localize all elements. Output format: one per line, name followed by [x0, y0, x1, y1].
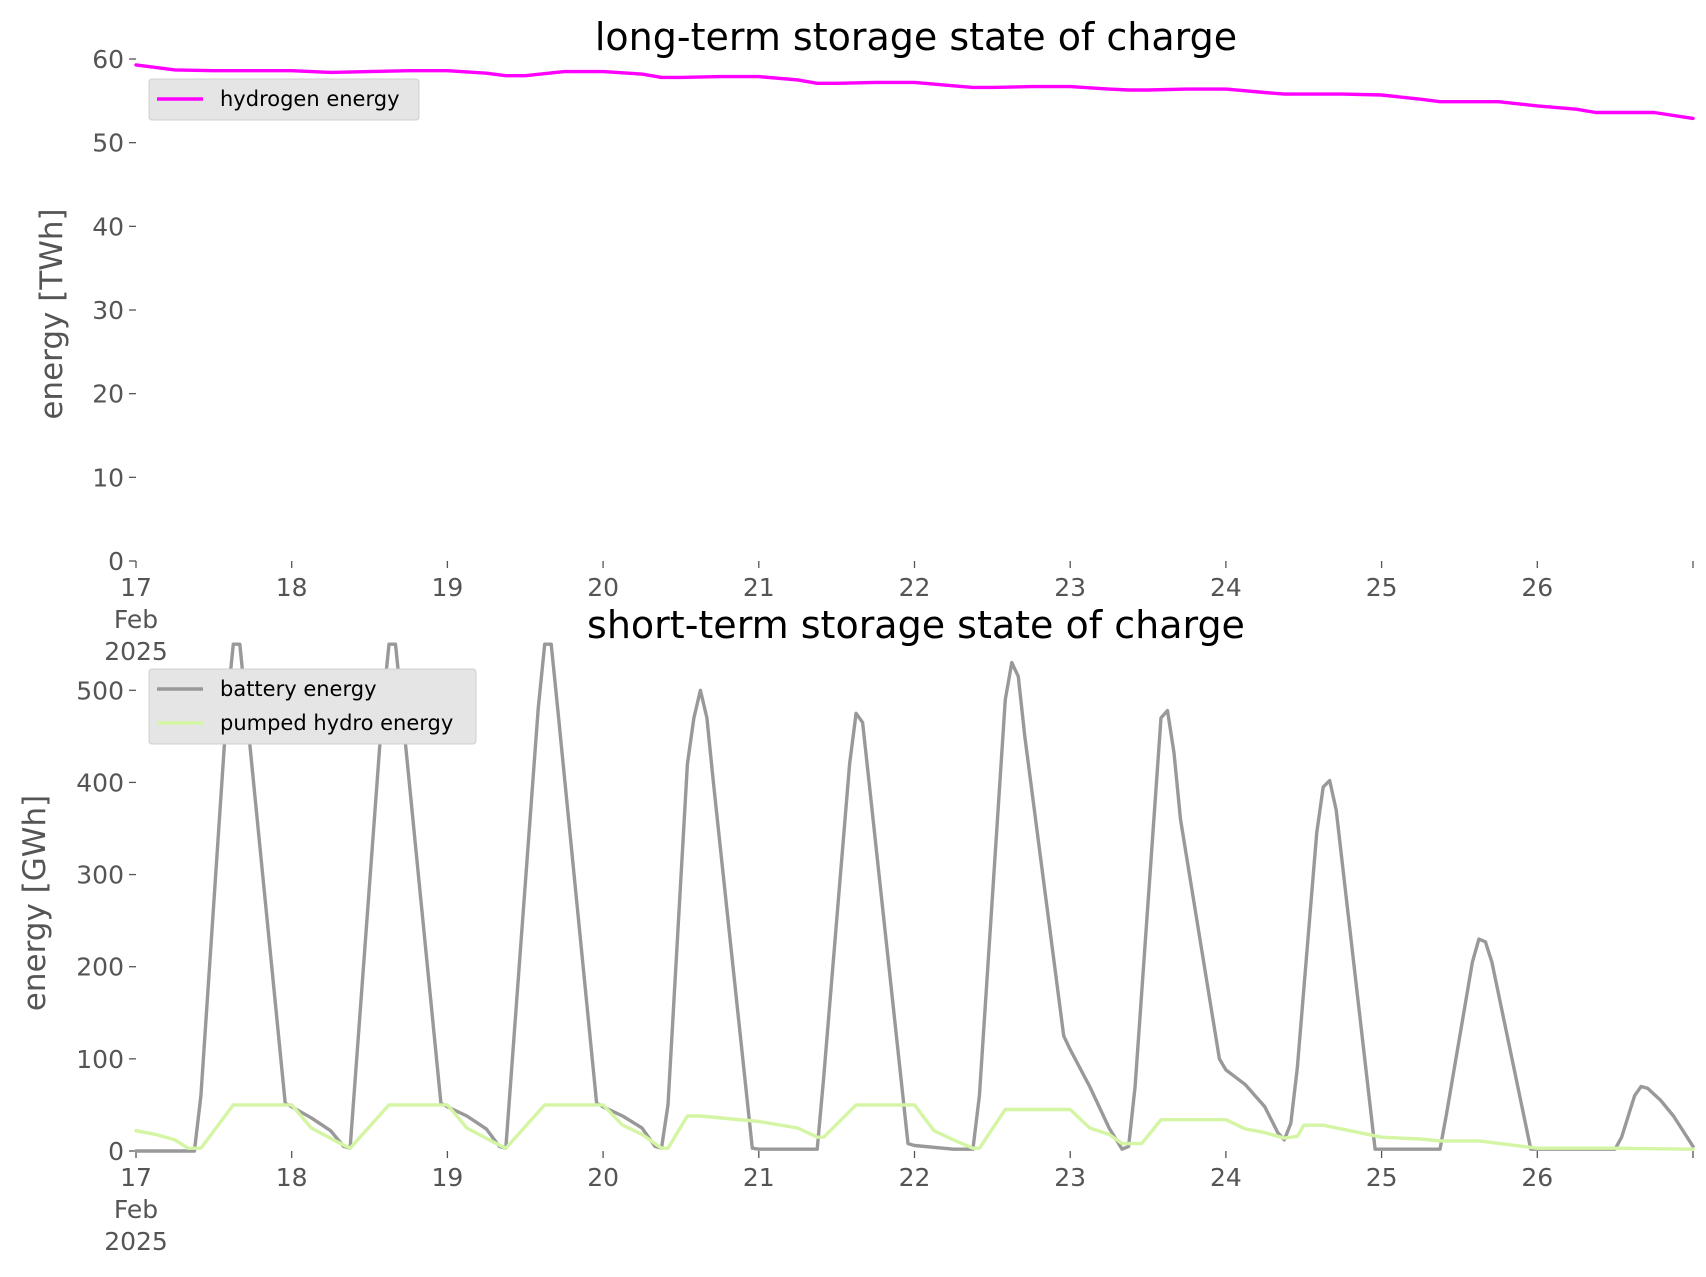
series-line-pumped-hydro-energy — [134, 1103, 1695, 1151]
x-tick-label: 18 — [276, 1163, 308, 1192]
series-line-hydrogen-energy — [134, 63, 1695, 121]
x-tick-label: 18 — [276, 573, 308, 602]
chart-title: long-term storage state of charge — [595, 15, 1237, 59]
x-tick-label: 17 Feb 2025 — [104, 573, 168, 666]
y-tick-label: 10 — [92, 463, 124, 492]
y-tick-label: 200 — [76, 953, 124, 982]
x-axis-ticks: 17 Feb 2025 18 19 20 21 22 23 24 25 26 — [104, 561, 1694, 666]
legend-label: battery energy — [220, 677, 377, 701]
x-tick-label: 20 — [587, 573, 619, 602]
x-tick-label: 23 — [1054, 573, 1086, 602]
legend: hydrogen energy — [148, 78, 420, 121]
legend: battery energy pumped hydro energy — [148, 668, 477, 745]
x-tick-label: 23 — [1054, 1163, 1086, 1192]
x-tick-label: 22 — [899, 573, 931, 602]
y-tick-label: 40 — [92, 212, 124, 241]
x-tick-label: 19 — [431, 1163, 463, 1192]
chart-title: short-term storage state of charge — [587, 603, 1245, 647]
x-axis-ticks: 17 Feb 2025 18 19 20 21 22 23 24 25 26 — [104, 1151, 1694, 1256]
x-tick-label: 21 — [743, 1163, 775, 1192]
legend-label: hydrogen energy — [220, 87, 400, 111]
y-axis-label: energy [GWh] — [17, 795, 53, 1011]
y-tick-label: 60 — [92, 45, 124, 74]
x-tick-label: 17 Feb 2025 — [104, 1163, 168, 1256]
series-lines — [134, 63, 1695, 121]
x-tick-label: 22 — [899, 1163, 931, 1192]
x-tick-label: 21 — [743, 573, 775, 602]
y-tick-label: 400 — [76, 768, 124, 797]
x-tick-label: 19 — [431, 573, 463, 602]
x-tick-label: 26 — [1521, 1163, 1553, 1192]
y-tick-label: 0 — [108, 547, 124, 576]
y-tick-label: 30 — [92, 296, 124, 325]
x-tick-label: 24 — [1210, 573, 1242, 602]
y-axis-ticks: 0 100 200 300 400 500 — [76, 676, 136, 1166]
x-tick-label: 24 — [1210, 1163, 1242, 1192]
x-tick-label: 20 — [587, 1163, 619, 1192]
y-axis-ticks: 0 10 20 30 40 50 60 — [92, 45, 136, 576]
legend-box — [148, 78, 420, 121]
short-term-storage-panel: short-term storage state of charge energ… — [17, 603, 1695, 1256]
y-axis-label: energy [TWh] — [34, 208, 70, 419]
legend-label: pumped hydro energy — [220, 711, 453, 735]
x-tick-label: 25 — [1366, 1163, 1398, 1192]
y-tick-label: 500 — [76, 676, 124, 705]
y-tick-label: 0 — [108, 1137, 124, 1166]
y-tick-label: 50 — [92, 129, 124, 158]
y-tick-label: 20 — [92, 380, 124, 409]
x-tick-label: 25 — [1366, 573, 1398, 602]
x-tick-label: 26 — [1521, 573, 1553, 602]
long-term-storage-panel: long-term storage state of charge energy… — [34, 15, 1695, 666]
y-tick-label: 100 — [76, 1045, 124, 1074]
legend-box — [148, 668, 477, 745]
y-tick-label: 300 — [76, 861, 124, 890]
